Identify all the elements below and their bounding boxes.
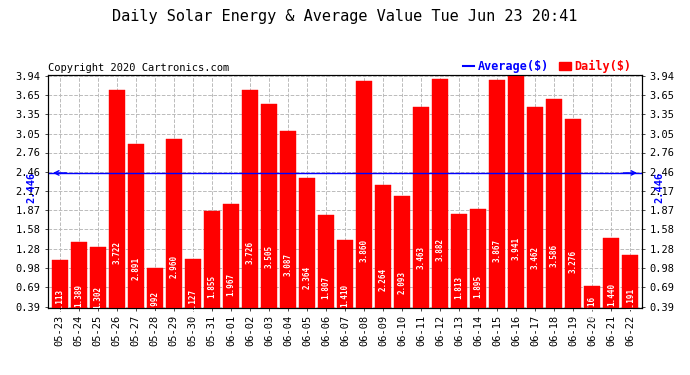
Bar <box>166 140 182 332</box>
Text: 3.586: 3.586 <box>550 244 559 267</box>
Text: 1.389: 1.389 <box>75 284 83 307</box>
Text: 1.127: 1.127 <box>188 289 197 312</box>
Text: 3.505: 3.505 <box>264 245 273 268</box>
Bar <box>432 80 448 332</box>
Text: Daily Solar Energy & Average Value Tue Jun 23 20:41: Daily Solar Energy & Average Value Tue J… <box>112 9 578 24</box>
Bar <box>70 242 87 332</box>
Text: 1.967: 1.967 <box>226 273 235 296</box>
Text: 1.113: 1.113 <box>55 289 64 312</box>
Bar <box>280 131 296 332</box>
Text: 0.716: 0.716 <box>588 296 597 319</box>
Bar <box>584 286 600 332</box>
Bar <box>52 260 68 332</box>
Bar <box>489 80 505 332</box>
Text: 1.440: 1.440 <box>607 283 615 306</box>
Text: 2.364: 2.364 <box>302 266 311 289</box>
Bar <box>546 99 562 332</box>
Bar <box>622 255 638 332</box>
Text: 1.191: 1.191 <box>626 287 635 310</box>
Text: 1.813: 1.813 <box>455 276 464 299</box>
Bar <box>318 214 334 332</box>
Text: 2.093: 2.093 <box>397 271 406 294</box>
Bar <box>565 119 581 332</box>
Text: 1.302: 1.302 <box>93 285 102 309</box>
Text: 3.882: 3.882 <box>435 238 444 261</box>
Bar <box>603 238 620 332</box>
Bar <box>299 178 315 332</box>
Text: 1.895: 1.895 <box>473 274 482 298</box>
Bar <box>109 90 125 332</box>
Text: 3.463: 3.463 <box>417 246 426 269</box>
Bar <box>508 76 524 332</box>
Bar <box>128 144 144 332</box>
Text: 0.992: 0.992 <box>150 291 159 314</box>
Bar <box>337 240 353 332</box>
Bar <box>204 211 220 332</box>
Bar <box>147 268 163 332</box>
Text: Copyright 2020 Cartronics.com: Copyright 2020 Cartronics.com <box>48 63 230 73</box>
Bar <box>413 107 429 332</box>
Text: 3.860: 3.860 <box>359 239 368 262</box>
Bar <box>394 196 410 332</box>
Bar <box>90 248 106 332</box>
Bar <box>261 104 277 332</box>
Text: 3.941: 3.941 <box>512 237 521 260</box>
Text: 2.960: 2.960 <box>169 255 178 278</box>
Legend: Average($), Daily($): Average($), Daily($) <box>458 56 635 78</box>
Bar <box>451 214 467 332</box>
Bar <box>185 259 201 332</box>
Bar <box>375 185 391 332</box>
Bar <box>356 81 372 332</box>
Text: 2.446: 2.446 <box>26 172 36 203</box>
Text: 3.462: 3.462 <box>531 246 540 269</box>
Bar <box>223 204 239 332</box>
Text: 1.855: 1.855 <box>208 275 217 298</box>
Text: 1.410: 1.410 <box>340 284 350 306</box>
Bar <box>527 107 543 332</box>
Text: 3.722: 3.722 <box>112 241 121 264</box>
Text: 3.726: 3.726 <box>246 241 255 264</box>
Text: 1.807: 1.807 <box>322 276 331 299</box>
Bar <box>241 90 258 332</box>
Text: 2.264: 2.264 <box>379 268 388 291</box>
Text: 3.276: 3.276 <box>569 249 578 273</box>
Text: 2.891: 2.891 <box>131 256 140 279</box>
Text: 3.087: 3.087 <box>284 253 293 276</box>
Text: 2.446: 2.446 <box>654 172 664 203</box>
Bar <box>470 209 486 332</box>
Text: 3.867: 3.867 <box>493 238 502 262</box>
